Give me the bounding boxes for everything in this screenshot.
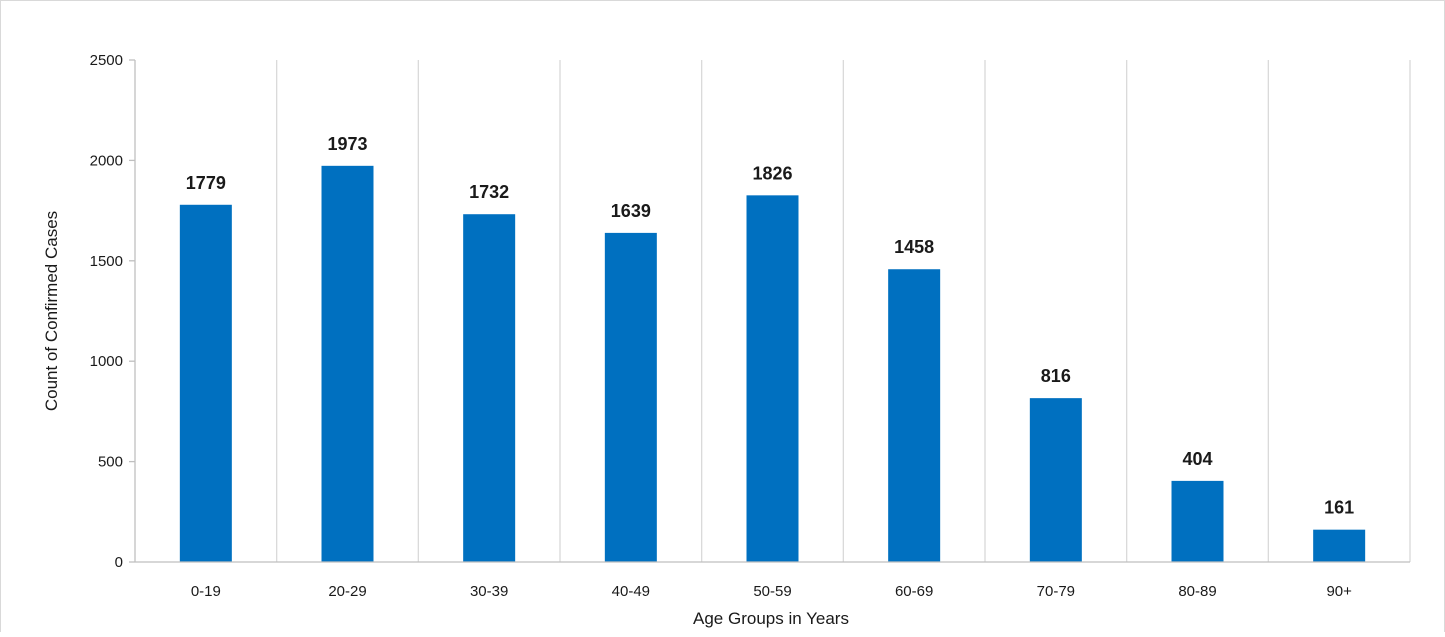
data-label: 816 xyxy=(1041,366,1071,386)
bar-60-69 xyxy=(888,269,941,562)
x-tick-label: 20-29 xyxy=(328,583,366,600)
bar-80-89 xyxy=(1171,480,1224,562)
data-label: 1639 xyxy=(611,201,651,221)
bar-50-59 xyxy=(746,195,799,562)
bar-layer xyxy=(179,165,1366,562)
bar-0-19 xyxy=(179,204,232,562)
x-tick-label: 40-49 xyxy=(612,583,650,600)
bar-20-29 xyxy=(321,165,374,562)
y-axis-title: Count of Confirmed Cases xyxy=(42,211,61,411)
data-label: 161 xyxy=(1324,498,1354,518)
x-axis-title: Age Groups in Years xyxy=(693,609,849,628)
data-label: 1732 xyxy=(469,182,509,202)
x-tick-label: 30-39 xyxy=(470,583,508,600)
y-tick-label: 2500 xyxy=(90,52,123,69)
bar-30-39 xyxy=(463,214,516,562)
grid-layer xyxy=(134,60,1411,562)
bar-90+ xyxy=(1313,529,1366,562)
data-label: 1779 xyxy=(186,173,226,193)
bar-70-79 xyxy=(1029,398,1082,562)
y-tick-label: 0 xyxy=(115,554,123,571)
x-tick-label: 90+ xyxy=(1326,583,1352,600)
x-tick-label: 0-19 xyxy=(191,583,221,600)
axis-layer: 0 500 1000 1500 2000 2500 0-19 20-29 30-39 40-49 5… xyxy=(90,52,1410,600)
label-layer: 1779 1973 1732 1639 1826 1458 816 404 161 xyxy=(186,134,1354,518)
data-label: 1826 xyxy=(752,163,792,183)
data-label: 404 xyxy=(1182,449,1212,469)
y-tick-label: 1500 xyxy=(90,253,123,270)
y-tick-label: 500 xyxy=(98,454,123,471)
x-tick-label: 80-89 xyxy=(1178,583,1216,600)
data-label: 1973 xyxy=(327,134,367,154)
bar-40-49 xyxy=(604,232,657,562)
x-tick-label: 50-59 xyxy=(753,583,791,600)
data-label: 1458 xyxy=(894,237,934,257)
y-tick-label: 1000 xyxy=(90,353,123,370)
x-tick-label: 70-79 xyxy=(1037,583,1075,600)
x-tick-label: 60-69 xyxy=(895,583,933,600)
y-tick-label: 2000 xyxy=(90,152,123,169)
